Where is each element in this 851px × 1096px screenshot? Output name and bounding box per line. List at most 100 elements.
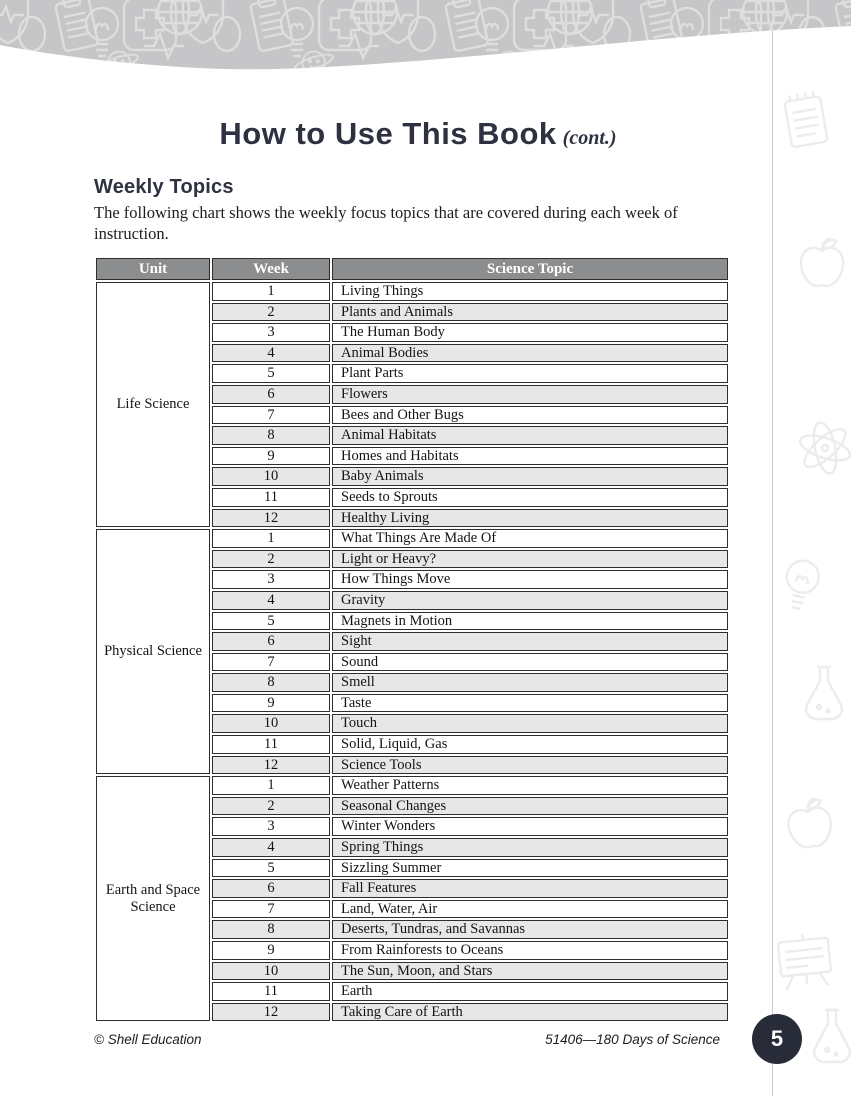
apple-icon	[783, 795, 836, 851]
topic-cell: From Rainforests to Oceans	[332, 941, 728, 960]
table-row: 9 From Rainforests to Oceans	[96, 941, 728, 960]
page-footer: © Shell Education 51406—180 Days of Scie…	[94, 1032, 720, 1047]
unit-cell: Physical Science	[96, 529, 210, 775]
topic-cell: Seasonal Changes	[332, 796, 728, 816]
column-header-science-topic: Science Topic	[332, 258, 728, 280]
topic-cell: Land, Water, Air	[332, 899, 728, 919]
topic-cell: Flowers	[332, 384, 728, 404]
table-row: 12 Healthy Living	[96, 508, 728, 528]
table-row: Life Science 1 Living Things	[96, 282, 728, 528]
week-cell: 4	[212, 343, 330, 363]
right-decor-strip	[772, 0, 851, 1096]
topic-cell: Solid, Liquid, Gas	[332, 735, 728, 754]
week-cell: 9	[212, 446, 330, 466]
week-cell: 12	[212, 508, 330, 528]
week-cell: 6	[212, 384, 330, 404]
table-row: 8 Animal Habitats	[96, 426, 728, 445]
page-title-text: How to Use This Book	[219, 116, 557, 151]
table-row: 6 Sight	[96, 632, 728, 651]
table-row: 8 Smell	[96, 673, 728, 692]
topic-cell: Science Tools	[332, 755, 728, 775]
table-row: 3 How Things Move	[96, 570, 728, 589]
week-cell: 5	[212, 364, 330, 383]
table-row: 12 Taking Care of Earth	[96, 1002, 728, 1022]
table-row: 5 Plant Parts	[96, 364, 728, 383]
table-row: 4 Animal Bodies	[96, 343, 728, 363]
topic-cell: Weather Patterns	[332, 776, 728, 795]
week-cell: 1	[212, 282, 330, 301]
table-row: 11 Earth	[96, 982, 728, 1001]
topic-cell: Magnets in Motion	[332, 611, 728, 631]
week-cell: 1	[212, 529, 330, 548]
topic-cell: Plant Parts	[332, 364, 728, 383]
table-row: 10 Touch	[96, 714, 728, 734]
unit-cell: Earth and Space Science	[96, 776, 210, 1022]
lightbulb-icon	[779, 556, 823, 613]
topic-cell: Earth	[332, 982, 728, 1001]
week-cell: 12	[212, 755, 330, 775]
topic-cell: The Human Body	[332, 323, 728, 342]
week-cell: 4	[212, 590, 330, 610]
table-row: 11 Seeds to Sprouts	[96, 487, 728, 507]
week-cell: 3	[212, 570, 330, 589]
table-row: 5 Magnets in Motion	[96, 611, 728, 631]
week-cell: 2	[212, 549, 330, 569]
column-header-unit: Unit	[96, 258, 210, 280]
topic-cell: What Things Are Made Of	[332, 529, 728, 548]
footer-book-title: 51406—180 Days of Science	[545, 1032, 720, 1047]
table-row: 9 Taste	[96, 693, 728, 713]
section-heading: Weekly Topics	[94, 176, 234, 198]
weekly-topics-table: Unit Week Science Topic Life Science 1 Liv…	[94, 256, 730, 1023]
table-row: 12 Science Tools	[96, 755, 728, 775]
table-row: 10 Baby Animals	[96, 467, 728, 486]
week-cell: 10	[212, 961, 330, 981]
topic-cell: Baby Animals	[332, 467, 728, 486]
topic-cell: Gravity	[332, 590, 728, 610]
week-cell: 2	[212, 302, 330, 322]
page-number-badge: 5	[752, 1014, 802, 1064]
table-row: 6 Flowers	[96, 384, 728, 404]
table-row: 8 Deserts, Tundras, and Savannas	[96, 920, 728, 939]
week-cell: 10	[212, 714, 330, 734]
topic-cell: Spring Things	[332, 838, 728, 857]
week-cell: 5	[212, 858, 330, 878]
table-row: 2 Plants and Animals	[96, 302, 728, 322]
week-cell: 11	[212, 735, 330, 754]
flask-icon	[804, 665, 844, 721]
notebook-icon	[782, 88, 829, 149]
topic-cell: Winter Wonders	[332, 817, 728, 837]
apple-icon	[799, 236, 845, 288]
table-row: 7 Land, Water, Air	[96, 899, 728, 919]
atom-icon	[790, 412, 851, 484]
week-cell: 1	[212, 776, 330, 795]
table-row: 3 The Human Body	[96, 323, 728, 342]
footer-publisher: © Shell Education	[94, 1032, 202, 1047]
table-row: 6 Fall Features	[96, 879, 728, 898]
table-row: 4 Spring Things	[96, 838, 728, 857]
table-header-row: Unit Week Science Topic	[96, 258, 728, 280]
topic-cell: Sound	[332, 652, 728, 672]
table-row: 4 Gravity	[96, 590, 728, 610]
topic-cell: Living Things	[332, 282, 728, 301]
table-row: 3 Winter Wonders	[96, 817, 728, 837]
topic-cell: Fall Features	[332, 879, 728, 898]
page-title: How to Use This Book (cont.)	[88, 116, 748, 152]
topic-cell: Smell	[332, 673, 728, 692]
week-cell: 7	[212, 652, 330, 672]
topic-cell: Plants and Animals	[332, 302, 728, 322]
topic-cell: Touch	[332, 714, 728, 734]
topic-cell: How Things Move	[332, 570, 728, 589]
week-cell: 3	[212, 817, 330, 837]
week-cell: 8	[212, 920, 330, 939]
topic-cell: Deserts, Tundras, and Savannas	[332, 920, 728, 939]
topic-cell: The Sun, Moon, and Stars	[332, 961, 728, 981]
topic-cell: Bees and Other Bugs	[332, 405, 728, 425]
week-cell: 3	[212, 323, 330, 342]
week-cell: 8	[212, 673, 330, 692]
week-cell: 12	[212, 1002, 330, 1022]
table-row: 7 Bees and Other Bugs	[96, 405, 728, 425]
presentation-board-icon	[775, 930, 834, 992]
week-cell: 7	[212, 899, 330, 919]
topics-table-body: Life Science 1 Living Things 2 Plants and An…	[96, 282, 728, 1022]
column-header-week: Week	[212, 258, 330, 280]
